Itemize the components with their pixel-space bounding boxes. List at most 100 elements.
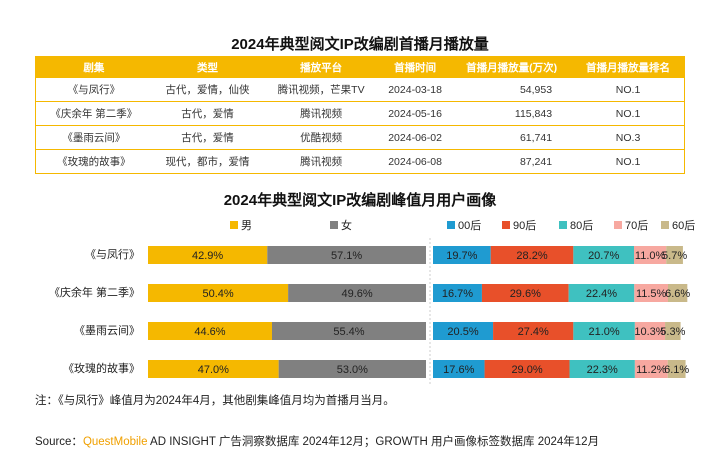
bar-segment	[634, 360, 668, 378]
data-label: 16.7%	[442, 288, 473, 300]
table-cell: 54,953	[451, 78, 573, 102]
legend-swatch	[559, 221, 567, 229]
table-cell: 61,741	[451, 125, 573, 150]
table-cell: 87,241	[451, 149, 573, 174]
data-label: 55.4%	[333, 326, 364, 338]
table-cell: 腾讯视频	[263, 101, 379, 126]
table-header: 首播时间	[378, 56, 452, 78]
bar-segment	[288, 284, 426, 302]
table-cell: 《庆余年 第二季》	[35, 101, 152, 126]
table-header: 剧集	[35, 56, 152, 78]
legend-label: 男	[241, 220, 252, 232]
source-text: AD INSIGHT 广告洞察数据库 2024年12月；GROWTH 用户画像标…	[147, 436, 600, 448]
table-title: 2024年典型阅文IP改编剧首播月播放量	[231, 36, 489, 53]
table-cell: NO.1	[572, 78, 685, 102]
data-label: 20.5%	[447, 326, 478, 338]
data-label: 57.1%	[331, 250, 362, 262]
table-cell: 古代，爱情	[151, 125, 264, 150]
bar-segment	[433, 284, 482, 302]
table-header: 首播月播放量排名	[572, 56, 685, 78]
table-row: 《与凤行》 古代，爱情，仙侠 腾讯视频，芒果TV 2024-03-18 54,953 NO…	[35, 78, 685, 102]
bar-segment	[633, 246, 667, 264]
bar-segment	[484, 360, 570, 378]
bar-segment	[433, 322, 494, 340]
bar-segment	[634, 322, 666, 340]
data-label: 49.6%	[341, 288, 372, 300]
bar-segment	[573, 246, 634, 264]
table-cell: 《墨雨云间》	[35, 125, 152, 150]
table-cell: 现代，都市，爱情	[151, 149, 264, 174]
y-tick-label: 《墨雨云间》	[74, 324, 140, 337]
data-label: 21.0%	[589, 326, 620, 338]
legend-swatch	[330, 221, 338, 229]
table-header: 类型	[151, 56, 264, 78]
bar-segment	[569, 360, 635, 378]
data-label: 19.7%	[446, 250, 477, 262]
table-row: 《玫瑰的故事》 现代，都市，爱情 腾讯视频 2024-06-08 87,241 NO.1	[35, 149, 685, 174]
data-label: 42.9%	[192, 250, 223, 262]
bar-segment	[271, 322, 426, 340]
bar-segment	[481, 284, 569, 302]
data-label: 5.7%	[662, 250, 687, 262]
legend-label: 80后	[570, 219, 593, 232]
bar-segment	[433, 360, 485, 378]
table-cell: 腾讯视频，芒果TV	[263, 78, 379, 102]
table-cell: 2024-05-16	[378, 101, 452, 126]
bar-segment	[493, 322, 574, 340]
table-header: 首播月播放量(万次)	[451, 56, 573, 78]
data-label: 5.3%	[660, 326, 685, 338]
bar-segment	[148, 360, 279, 378]
legend-label: 70后	[625, 219, 648, 232]
data-label: 29.6%	[510, 288, 541, 300]
data-label: 47.0%	[198, 364, 229, 376]
data-label: 11.0%	[635, 250, 666, 262]
source: Source：QuestMobile AD INSIGHT 广告洞察数据库 20…	[35, 433, 599, 449]
bar-segment	[634, 284, 668, 302]
y-tick-label: 《玫瑰的故事》	[63, 361, 140, 375]
source-prefix: Source：	[35, 436, 83, 448]
y-tick-label: 《庆余年 第二季》	[49, 285, 140, 299]
table-header: 播放平台	[263, 56, 379, 78]
table-row: 《庆余年 第二季》 古代，爱情 腾讯视频 2024-05-16 115,843 NO.1	[35, 101, 685, 126]
legend-label: 90后	[513, 219, 536, 232]
data-label: 11.2%	[636, 364, 667, 376]
table-cell: 古代，爱情，仙侠	[151, 78, 264, 102]
bar-segment	[148, 322, 272, 340]
data-label: 6.1%	[664, 364, 689, 376]
legend-label: 60后	[672, 219, 695, 232]
bar-segment	[148, 246, 268, 264]
legend-label: 00后	[458, 219, 481, 232]
bar-segment	[433, 246, 491, 264]
table-cell: 优酷视频	[263, 125, 379, 150]
data-label: 29.0%	[511, 364, 542, 376]
legend-swatch	[230, 221, 238, 229]
table-cell: 2024-06-08	[378, 149, 452, 174]
table-cell: 腾讯视频	[263, 149, 379, 174]
data-label: 53.0%	[337, 364, 368, 376]
data-label: 28.2%	[516, 250, 547, 262]
source-brand: QuestMobile	[82, 436, 148, 448]
table-cell: NO.1	[572, 149, 685, 174]
y-tick-label: 《与凤行》	[85, 248, 140, 261]
data-label: 20.7%	[588, 250, 619, 262]
table-cell: NO.3	[572, 125, 685, 150]
data-label: 50.4%	[202, 288, 233, 300]
table-cell: 古代，爱情	[151, 101, 264, 126]
table-cell: NO.1	[572, 101, 685, 126]
table-cell: 2024-06-02	[378, 125, 452, 150]
table-row: 《墨雨云间》 古代，爱情 优酷视频 2024-06-02 61,741 NO.3	[35, 125, 685, 150]
data-label: 17.6%	[443, 364, 474, 376]
data-label: 44.6%	[194, 326, 225, 338]
data-label: 22.3%	[587, 364, 618, 376]
legend-swatch	[502, 221, 510, 229]
table-cell: 2024-03-18	[378, 78, 452, 102]
data-table: 剧集 类型 播放平台 首播时间 首播月播放量(万次) 首播月播放量排名 《与凤行》 古代，爱情…	[35, 56, 685, 174]
data-label: 27.4%	[518, 326, 549, 338]
table-cell: 《玫瑰的故事》	[35, 149, 152, 174]
data-label: 10.3%	[634, 326, 665, 338]
data-label: 11.5%	[636, 288, 667, 300]
chart-title: 2024年典型阅文IP改编剧峰值月用户画像	[223, 192, 497, 209]
table-cell: 115,843	[451, 101, 573, 126]
legend-swatch	[614, 221, 622, 229]
